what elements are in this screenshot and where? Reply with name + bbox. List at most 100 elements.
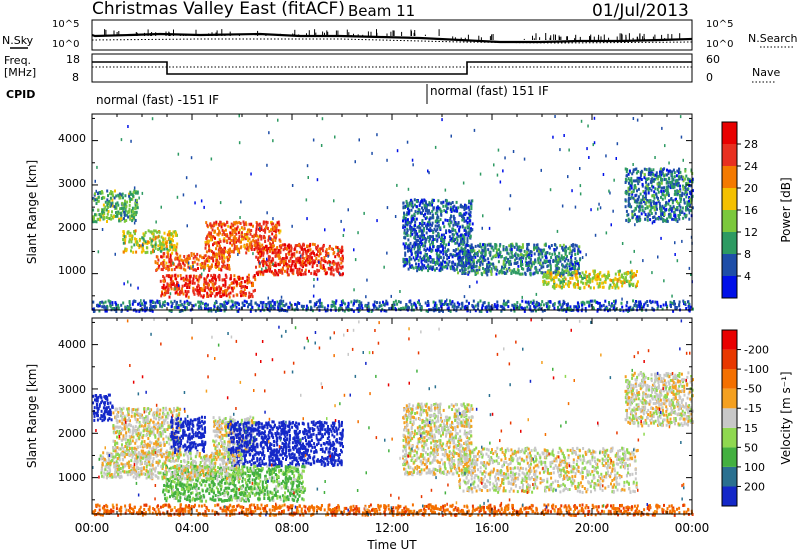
data-cell <box>665 301 667 305</box>
data-cell <box>503 264 506 268</box>
data-cell <box>270 307 273 311</box>
data-cell <box>429 216 432 220</box>
data-cell <box>285 262 288 266</box>
data-cell <box>233 235 236 239</box>
data-cell <box>103 305 106 308</box>
data-cell <box>435 234 438 238</box>
data-cell <box>440 265 443 269</box>
data-cell <box>268 267 270 271</box>
data-cell <box>600 304 603 308</box>
data-cell <box>536 304 539 308</box>
data-cell <box>647 212 650 216</box>
data-cell <box>639 300 642 304</box>
data-cell <box>524 272 527 276</box>
data-cell <box>548 246 551 250</box>
data-cell <box>601 281 604 285</box>
noise-right-label: N.Search <box>748 32 798 45</box>
data-cell <box>613 299 615 303</box>
data-cell <box>425 260 428 264</box>
data-cell <box>222 263 225 267</box>
data-cell <box>316 268 319 272</box>
data-cell <box>261 260 264 264</box>
data-cell <box>589 280 592 284</box>
data-cell <box>490 267 493 271</box>
data-cell <box>233 278 236 282</box>
data-cell <box>455 305 458 309</box>
data-cell <box>629 184 632 188</box>
data-cell <box>221 278 224 282</box>
data-cell <box>199 254 202 258</box>
data-cell <box>662 186 665 190</box>
data-cell <box>271 227 274 231</box>
nave-label: Nave <box>752 66 780 79</box>
data-cell <box>639 303 642 307</box>
data-cell <box>290 303 293 307</box>
data-cell <box>587 280 590 284</box>
data-cell <box>270 259 273 263</box>
data-cell <box>235 282 238 286</box>
data-cell <box>107 216 110 220</box>
data-cell <box>469 245 472 248</box>
data-cell <box>502 247 505 251</box>
data-cell <box>340 251 343 254</box>
data-cell <box>510 262 512 266</box>
data-cell <box>383 309 386 313</box>
data-cell <box>447 306 450 310</box>
data-cell <box>567 272 570 276</box>
data-cell <box>524 260 527 264</box>
data-cell <box>257 306 260 310</box>
data-cell <box>110 203 113 207</box>
data-cell <box>404 305 407 309</box>
data-cell <box>685 174 688 178</box>
data-cell <box>435 252 438 256</box>
data-cell <box>425 258 428 262</box>
data-cell <box>295 244 298 248</box>
data-cell <box>113 205 116 209</box>
data-cell <box>650 178 653 181</box>
data-cell <box>292 253 295 257</box>
data-cell <box>608 274 611 277</box>
data-cell <box>542 280 545 283</box>
data-cell <box>555 283 558 287</box>
data-cell <box>532 272 535 276</box>
data-cell <box>514 304 517 308</box>
data-cell <box>122 204 125 208</box>
data-cell <box>677 214 680 217</box>
data-cell <box>314 260 317 264</box>
data-cell <box>170 280 173 284</box>
data-cell <box>528 268 531 272</box>
data-cell <box>418 229 421 233</box>
data-cell <box>684 169 687 173</box>
data-cell <box>445 202 448 206</box>
data-cell <box>669 215 672 219</box>
data-cell <box>463 205 465 209</box>
data-cell <box>684 168 687 171</box>
noise-panel: N.Sky 10^5 10^0 10^5 10^0 N.Search <box>2 19 798 51</box>
data-cell <box>464 244 467 248</box>
data-cell <box>670 209 673 213</box>
data-cell <box>502 262 505 266</box>
data-cell <box>242 227 245 231</box>
data-cell <box>652 168 655 172</box>
data-cell <box>483 301 486 305</box>
data-cell <box>634 179 637 183</box>
data-cell <box>431 242 434 246</box>
data-cell <box>555 275 558 279</box>
data-cell <box>111 190 114 194</box>
data-cell <box>442 200 445 204</box>
data-cell <box>279 269 282 273</box>
data-cell <box>235 245 238 249</box>
data-cell <box>93 309 96 313</box>
data-cell <box>449 230 452 234</box>
data-cell <box>213 242 216 245</box>
data-cell <box>244 285 247 289</box>
data-cell <box>273 251 276 255</box>
data-cell <box>238 237 240 241</box>
data-cell <box>504 256 507 260</box>
data-cell <box>622 276 625 279</box>
data-cell <box>538 256 541 260</box>
data-cell <box>510 247 513 251</box>
data-cell <box>275 251 278 255</box>
data-cell <box>656 217 659 220</box>
data-cell <box>475 264 478 268</box>
